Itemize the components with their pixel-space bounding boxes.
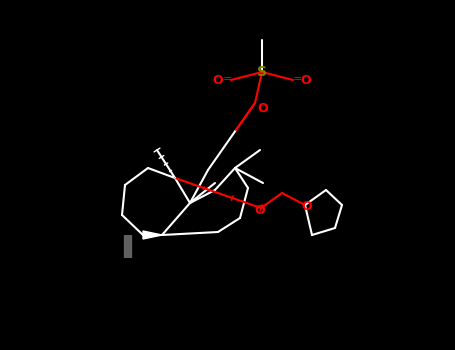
Text: O: O [212,74,223,86]
Text: O: O [255,203,265,217]
Text: O: O [302,201,312,214]
Text: O: O [301,74,311,86]
Text: S: S [257,65,267,79]
Polygon shape [143,231,162,239]
Text: =: = [292,74,302,84]
Text: =: = [222,74,232,84]
Text: O: O [258,102,268,114]
